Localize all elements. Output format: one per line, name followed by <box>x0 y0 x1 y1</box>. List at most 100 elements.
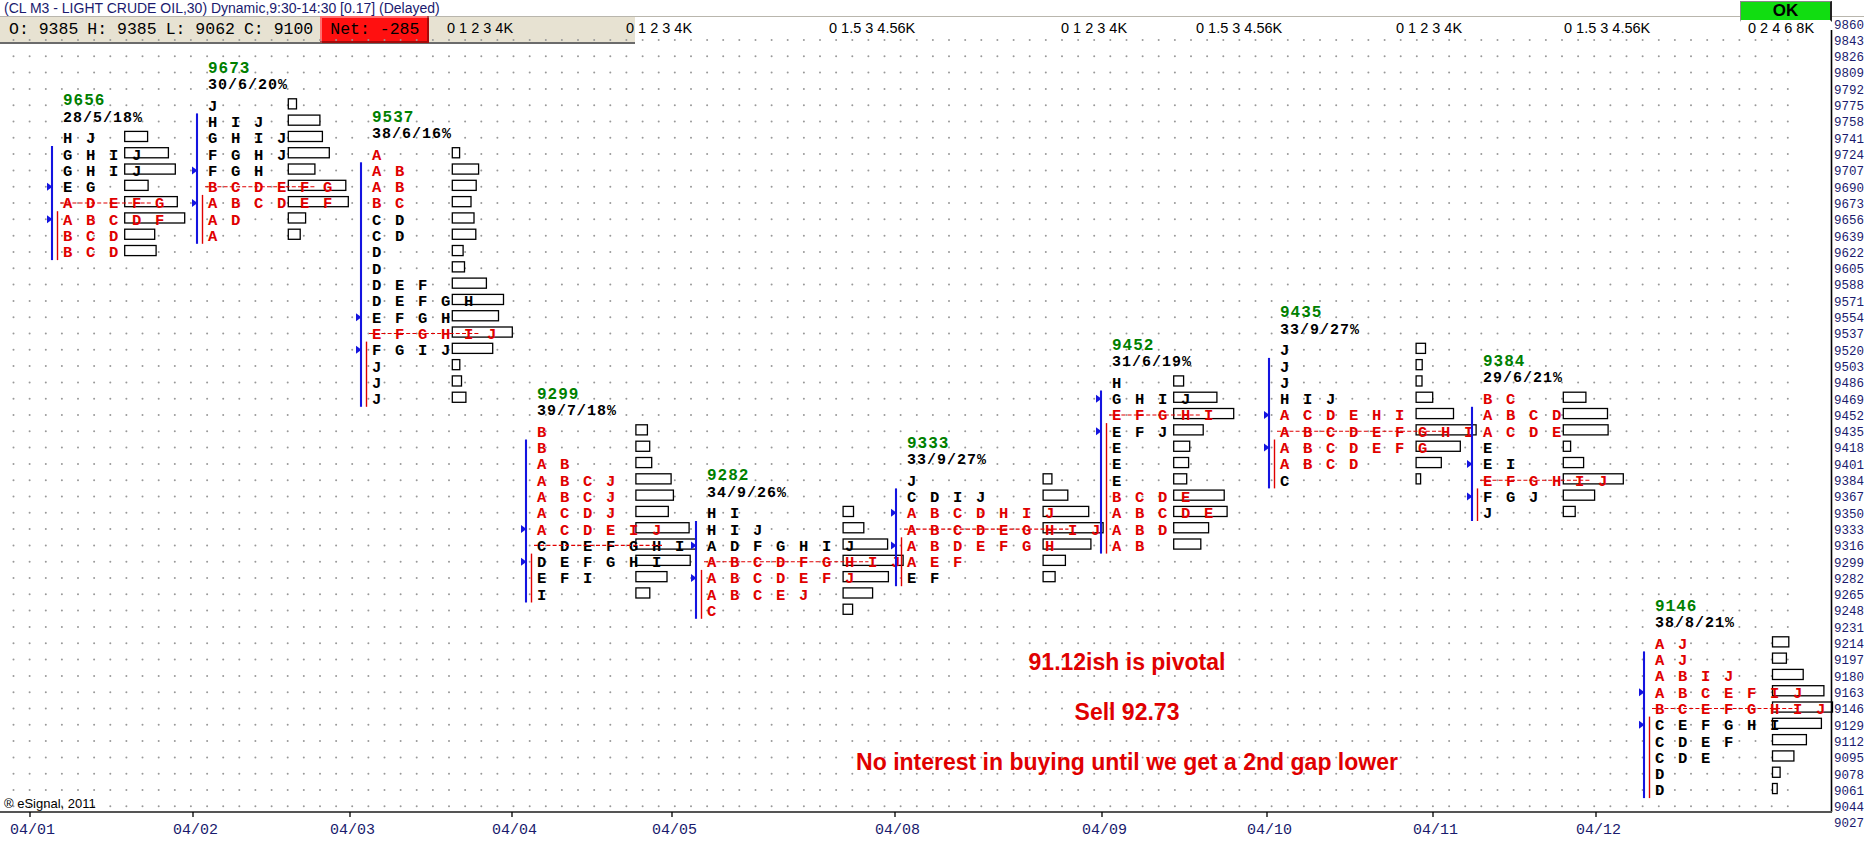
svg-text:E G: E G <box>63 179 98 197</box>
svg-text:9316: 9316 <box>1834 539 1864 554</box>
svg-text:28/5/18%: 28/5/18% <box>63 110 143 127</box>
svg-text:9299: 9299 <box>1834 556 1864 571</box>
svg-text:9248: 9248 <box>1834 604 1864 619</box>
svg-text:F G H: F G H <box>208 163 266 181</box>
svg-text:H I J: H I J <box>707 522 765 540</box>
svg-text:9656: 9656 <box>1834 213 1864 228</box>
svg-text:F G J: F G J <box>1483 489 1541 507</box>
svg-text:9673: 9673 <box>1834 197 1864 212</box>
svg-text:A B: A B <box>372 179 407 197</box>
svg-text:B C D: B C D <box>63 228 121 246</box>
svg-text:J: J <box>1280 359 1292 377</box>
svg-text:J: J <box>1280 375 1292 393</box>
svg-text:B: B <box>537 440 549 458</box>
svg-text:G H I J: G H I J <box>63 163 144 181</box>
svg-text:9435: 9435 <box>1834 425 1864 440</box>
svg-text:A D E F G: A D E F G <box>63 195 167 213</box>
svg-text:31/6/19%: 31/6/19% <box>1112 354 1192 371</box>
svg-text:D: D <box>1655 766 1667 784</box>
svg-text:Sell 92.73: Sell 92.73 <box>1075 699 1180 725</box>
svg-text:A B: A B <box>537 456 572 474</box>
svg-text:9486: 9486 <box>1834 376 1864 391</box>
svg-text:9452: 9452 <box>1112 337 1154 355</box>
svg-text:0 1.5 3 4.56K: 0 1.5 3 4.56K <box>1196 20 1283 36</box>
svg-text:9231: 9231 <box>1834 621 1864 636</box>
svg-text:9792: 9792 <box>1834 83 1864 98</box>
svg-text:B C D: B C D <box>63 244 121 262</box>
svg-text:D: D <box>372 244 384 262</box>
svg-text:A J: A J <box>1655 652 1690 670</box>
svg-text:9435: 9435 <box>1280 304 1322 322</box>
svg-text:E F I: E F I <box>537 570 595 588</box>
svg-text:9741: 9741 <box>1834 132 1864 147</box>
svg-text:9758: 9758 <box>1834 115 1864 130</box>
svg-text:9673: 9673 <box>208 60 250 78</box>
svg-text:H: H <box>1112 375 1124 393</box>
svg-text:A B C D F G H I J: A B C D F G H I J <box>707 554 903 572</box>
svg-text:9282: 9282 <box>707 467 749 485</box>
svg-text:H I: H I <box>707 505 742 523</box>
svg-text:J: J <box>208 98 220 116</box>
svg-text:9214: 9214 <box>1834 637 1864 652</box>
svg-text:E: E <box>1112 456 1124 474</box>
svg-text:34/9/26%: 34/9/26% <box>707 485 787 502</box>
svg-text:9333: 9333 <box>1834 523 1864 538</box>
svg-text:A B: A B <box>1112 538 1147 556</box>
svg-text:F G H J: F G H J <box>208 147 289 165</box>
svg-text:H I J: H I J <box>208 114 266 132</box>
svg-text:C D E: C D E <box>1655 750 1713 768</box>
svg-text:D: D <box>1655 782 1667 800</box>
svg-text:04/05: 04/05 <box>652 822 697 839</box>
svg-text:B C D E: B C D E <box>1112 489 1193 507</box>
svg-text:9401: 9401 <box>1834 458 1864 473</box>
svg-text:H I J: H I J <box>1280 391 1338 409</box>
svg-text:9843: 9843 <box>1834 34 1864 49</box>
svg-text:A B C D E: A B C D E <box>1112 505 1216 523</box>
svg-text:9265: 9265 <box>1834 588 1864 603</box>
svg-text:A C D E H I: A C D E H I <box>1280 407 1407 425</box>
svg-text:J: J <box>372 375 384 393</box>
svg-text:A B: A B <box>372 163 407 181</box>
svg-text:A B I J: A B I J <box>1655 668 1736 686</box>
svg-text:0 1 2 3 4K: 0 1 2 3 4K <box>447 20 513 36</box>
svg-text:9469: 9469 <box>1834 393 1864 408</box>
svg-text:A C D J: A C D J <box>537 505 618 523</box>
svg-text:A D: A D <box>208 212 243 230</box>
svg-text:B: B <box>537 424 549 442</box>
svg-text:33/9/27%: 33/9/27% <box>1280 322 1360 339</box>
svg-text:A B C D: A B C D <box>1483 407 1564 425</box>
svg-text:9384: 9384 <box>1834 474 1864 489</box>
svg-text:A B C E F I J: A B C E F I J <box>1655 685 1805 703</box>
svg-text:B C D E F G: B C D E F G <box>208 179 335 197</box>
svg-text:A B C E J: A B C E J <box>707 587 811 605</box>
svg-text:9163: 9163 <box>1834 686 1864 701</box>
svg-text:9554: 9554 <box>1834 311 1864 326</box>
svg-text:E F G H: E F G H <box>372 310 453 328</box>
svg-text:9180: 9180 <box>1834 670 1864 685</box>
svg-text:No interest in buying until we: No interest in buying until we get a 2nd… <box>856 749 1398 775</box>
svg-text:9095: 9095 <box>1834 751 1864 766</box>
svg-text:9724: 9724 <box>1834 148 1864 163</box>
svg-text:A B C J: A B C J <box>537 473 618 491</box>
svg-text:A: A <box>372 147 384 165</box>
svg-text:9129: 9129 <box>1834 719 1864 734</box>
svg-text:A D F G H I J: A D F G H I J <box>707 538 857 556</box>
svg-text:9384: 9384 <box>1483 353 1525 371</box>
svg-text:C: C <box>1280 473 1292 491</box>
svg-text:9860: 9860 <box>1834 18 1864 33</box>
svg-text:A B C D E F G: A B C D E F G <box>1280 440 1430 458</box>
svg-text:A B D: A B D <box>1112 522 1170 540</box>
svg-text:C D E F: C D E F <box>1655 734 1736 752</box>
svg-text:04/08: 04/08 <box>875 822 920 839</box>
svg-text:A B D E F G H: A B D E F G H <box>907 538 1057 556</box>
svg-text:E F G H I J: E F G H I J <box>372 326 499 344</box>
svg-text:J: J <box>372 391 384 409</box>
svg-text:E F J: E F J <box>1112 424 1170 442</box>
svg-text:9044: 9044 <box>1834 800 1864 815</box>
svg-text:B C E F G H I J: B C E F G H I J <box>1655 701 1828 719</box>
svg-text:C D: C D <box>372 228 407 246</box>
svg-text:9027: 9027 <box>1834 816 1864 831</box>
svg-text:D E F G H I: D E F G H I <box>537 554 664 572</box>
svg-text:A E F: A E F <box>907 554 965 572</box>
svg-text:9299: 9299 <box>537 386 579 404</box>
